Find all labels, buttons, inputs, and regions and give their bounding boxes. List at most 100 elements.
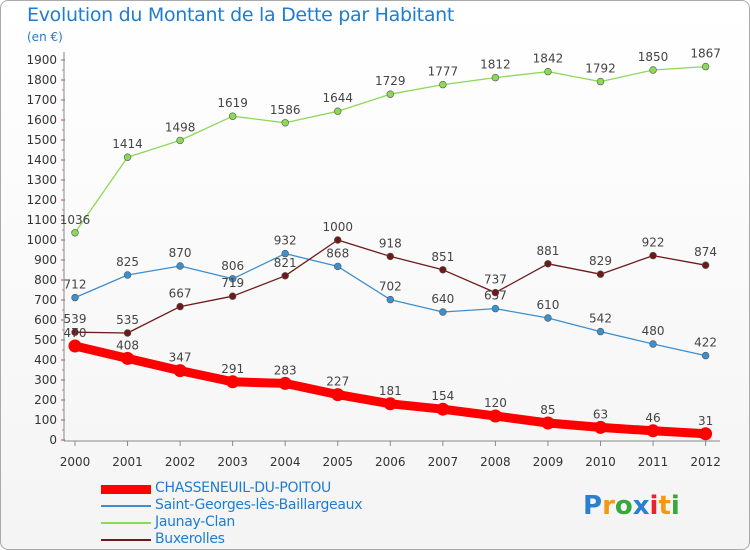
data-label: 1729 — [375, 74, 406, 88]
data-point — [334, 236, 342, 244]
data-label: 1000 — [322, 220, 353, 234]
x-tick-label: 2003 — [217, 455, 248, 469]
data-point — [386, 295, 394, 304]
data-point — [439, 80, 447, 89]
data-label: 1498 — [165, 120, 196, 134]
unit-label: (en €) — [27, 30, 63, 44]
x-tick-label: 2010 — [585, 455, 616, 469]
data-point — [649, 66, 657, 74]
y-tick-label: 1000 — [26, 233, 57, 247]
y-tick-label: 1800 — [26, 73, 57, 87]
data-label: 1644 — [322, 91, 353, 105]
data-point — [228, 112, 237, 120]
data-point — [439, 266, 447, 274]
data-label: 470 — [64, 326, 87, 340]
data-label: 870 — [169, 246, 192, 260]
data-point — [278, 376, 292, 390]
data-label: 408 — [116, 338, 139, 352]
data-label: 1777 — [428, 65, 459, 79]
data-label: 120 — [484, 396, 507, 410]
data-point — [544, 67, 552, 76]
data-point — [649, 251, 657, 260]
data-label: 851 — [431, 250, 454, 264]
x-tick-label: 2002 — [165, 455, 196, 469]
data-label: 46 — [645, 411, 660, 425]
data-label: 1414 — [112, 137, 143, 151]
data-point — [596, 270, 605, 278]
data-point — [173, 364, 187, 378]
data-label: 825 — [116, 255, 139, 269]
data-label: 1619 — [217, 96, 248, 110]
data-label: 1036 — [60, 213, 91, 227]
data-point — [701, 351, 710, 360]
data-point — [596, 327, 605, 336]
y-tick-label: 1100 — [26, 213, 57, 227]
svg-text:Proxiti: Proxiti — [583, 491, 680, 521]
data-point — [226, 375, 240, 389]
data-label: 702 — [379, 280, 402, 294]
x-tick-label: 2006 — [375, 455, 406, 469]
data-point — [699, 427, 713, 441]
x-tick-label: 2009 — [533, 455, 564, 469]
data-label: 1867 — [690, 47, 721, 61]
data-point — [383, 397, 397, 411]
legend-swatch — [101, 484, 151, 494]
data-point — [701, 62, 710, 71]
y-tick-label: 1700 — [26, 93, 57, 107]
data-point — [281, 119, 289, 127]
y-tick-label: 1300 — [26, 173, 57, 187]
data-point — [281, 272, 289, 280]
y-tick-label: 400 — [34, 353, 57, 367]
x-tick-label: 2007 — [428, 455, 459, 469]
legend-label: Jaunay-Clan — [155, 514, 235, 530]
data-label: 881 — [536, 244, 559, 258]
data-label: 712 — [64, 278, 87, 292]
data-point — [596, 77, 605, 86]
data-label: 227 — [326, 375, 349, 389]
data-label: 667 — [169, 287, 192, 301]
data-point — [228, 292, 237, 300]
data-point — [386, 90, 394, 98]
data-point — [281, 249, 289, 258]
data-point — [123, 271, 132, 279]
data-point — [121, 351, 135, 365]
x-tick-label: 2005 — [322, 455, 353, 469]
y-tick-label: 1600 — [26, 113, 57, 127]
y-tick-label: 600 — [34, 313, 57, 327]
x-tick-label: 2011 — [638, 455, 669, 469]
data-label: 932 — [274, 234, 297, 248]
data-point — [123, 153, 132, 161]
data-point — [544, 260, 552, 268]
data-label: 829 — [589, 254, 612, 268]
data-point — [331, 388, 345, 402]
y-tick-label: 800 — [34, 273, 57, 287]
data-point — [71, 229, 79, 237]
data-label: 422 — [694, 336, 717, 350]
data-point — [68, 339, 82, 353]
legend-swatch — [101, 522, 151, 524]
data-label: 868 — [326, 246, 349, 260]
x-tick-label: 2004 — [270, 455, 301, 469]
data-point — [386, 252, 394, 261]
data-label: 1842 — [533, 52, 564, 66]
data-point — [436, 402, 450, 416]
y-tick-label: 1400 — [26, 153, 57, 167]
data-point — [123, 329, 132, 337]
data-label: 1586 — [270, 103, 301, 117]
data-label: 821 — [274, 256, 297, 270]
data-point — [488, 409, 502, 423]
legend-swatch — [101, 539, 151, 541]
data-label: 806 — [221, 259, 244, 273]
y-tick-label: 1900 — [26, 53, 57, 67]
data-label: 347 — [169, 351, 192, 365]
data-label: 874 — [694, 245, 717, 259]
x-tick-label: 2008 — [480, 455, 511, 469]
data-point — [649, 340, 657, 348]
data-point — [544, 314, 552, 322]
legend-label: Saint-Georges-lès-Baillargeaux — [155, 497, 363, 513]
data-label: 1812 — [480, 58, 511, 72]
data-label: 291 — [221, 362, 244, 376]
data-label: 1850 — [638, 50, 669, 64]
data-label: 737 — [484, 273, 507, 287]
